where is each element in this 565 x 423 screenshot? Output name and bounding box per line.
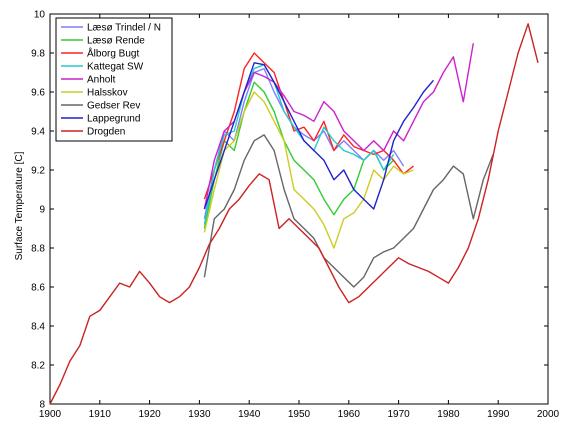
legend-entry: Læsø Rende [87, 36, 145, 47]
y-axis: 8 8.2 8.4 8.6 8.8 9 9.2 9.4 9.6 9.8 10 [31, 10, 548, 411]
y-tick-label: 8 [39, 400, 45, 411]
series-line-lborg-bugt [203, 52, 414, 200]
y-tick-label: 8.6 [31, 283, 45, 294]
legend-entry: Lappegrund [87, 114, 140, 125]
y-axis-label: Surface Temperature [C] [14, 151, 25, 260]
x-tick-label: 2000 [537, 409, 560, 420]
series-line-lappegrund [203, 62, 435, 210]
series-line-kattegat-sw [203, 63, 395, 225]
y-tick-label: 9 [39, 205, 45, 216]
y-tick-label: 9.6 [31, 88, 45, 99]
x-tick-label: 1930 [188, 409, 211, 420]
legend-entry: Anholt [87, 75, 116, 86]
series-line-l-s-trindel-n [203, 67, 405, 219]
y-tick-label: 8.8 [31, 244, 45, 255]
y-tick-label: 10 [34, 10, 46, 21]
series-line-anholt [203, 43, 474, 210]
x-axis: 1900 1910 1920 1930 1940 1950 1960 1970 1980 1990… [39, 14, 560, 420]
series-layer [49, 23, 539, 405]
legend-entry: Halsskov [87, 88, 128, 99]
y-tick-label: 8.2 [31, 361, 45, 372]
legend-entry: Ålborg Bugt [87, 47, 139, 60]
x-tick-label: 1960 [338, 409, 361, 420]
y-tick-label: 8.4 [31, 322, 45, 333]
y-tick-label: 9.4 [31, 127, 45, 138]
legend-entry: Læsø Trindel / N [87, 23, 161, 34]
x-tick-label: 1940 [238, 409, 261, 420]
legend-entry: Gedser Rev [87, 101, 140, 112]
legend-entry: Drogden [87, 127, 125, 138]
series-line-drogden [49, 23, 539, 405]
y-tick-label: 9.8 [31, 49, 45, 60]
legend-entry: Kattegat SW [87, 62, 144, 73]
x-tick-label: 1910 [89, 409, 112, 420]
x-tick-label: 1980 [437, 409, 460, 420]
y-tick-label: 9.2 [31, 166, 45, 177]
x-tick-label: 1990 [487, 409, 510, 420]
series-line-halsskov [203, 91, 414, 249]
series-line-l-s-rende [203, 81, 395, 229]
x-tick-label: 1950 [288, 409, 311, 420]
x-tick-label: 1970 [387, 409, 410, 420]
series-line-gedser-rev [203, 134, 494, 288]
x-tick-label: 1920 [138, 409, 161, 420]
x-tick-label: 1900 [39, 409, 62, 420]
